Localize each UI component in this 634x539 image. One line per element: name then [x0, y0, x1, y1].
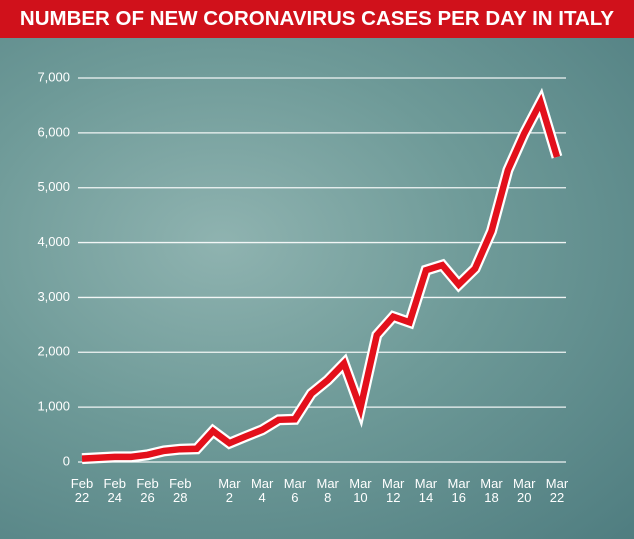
y-tick-label: 2,000 [37, 344, 70, 359]
x-tick-label: Mar 18 [480, 476, 503, 505]
x-tick-label: Feb 28 [169, 476, 192, 505]
y-tick-label: 4,000 [37, 234, 70, 249]
x-tick-label: Mar 16 [447, 476, 470, 505]
y-tick-label: 3,000 [37, 289, 70, 304]
x-tick-label: Mar 12 [382, 476, 405, 505]
y-tick-label: 5,000 [37, 179, 70, 194]
x-tick-label: Mar 22 [545, 476, 569, 505]
x-tick-label: Mar 14 [414, 476, 438, 505]
x-tick-label: Mar 4 [250, 476, 274, 505]
line-outline [81, 87, 563, 465]
line [81, 93, 561, 462]
x-tick-label: Mar 6 [283, 476, 307, 505]
x-tick-label: Mar 20 [513, 476, 536, 505]
x-tick-label: Feb 26 [136, 476, 159, 505]
y-tick-label: 7,000 [37, 69, 70, 84]
chart-title: NUMBER OF NEW CORONAVIRUS CASES PER DAY … [0, 0, 634, 38]
y-tick-label: 1,000 [37, 399, 70, 414]
x-tick-label: Feb 24 [103, 476, 126, 505]
y-tick-label: 0 [63, 453, 70, 468]
x-tick-label: Mar 2 [218, 476, 241, 505]
y-tick-label: 6,000 [37, 124, 70, 139]
x-tick-label: Mar 10 [349, 476, 372, 505]
x-tick-label: Mar 8 [316, 476, 339, 505]
x-tick-label: Feb 22 [70, 476, 94, 505]
